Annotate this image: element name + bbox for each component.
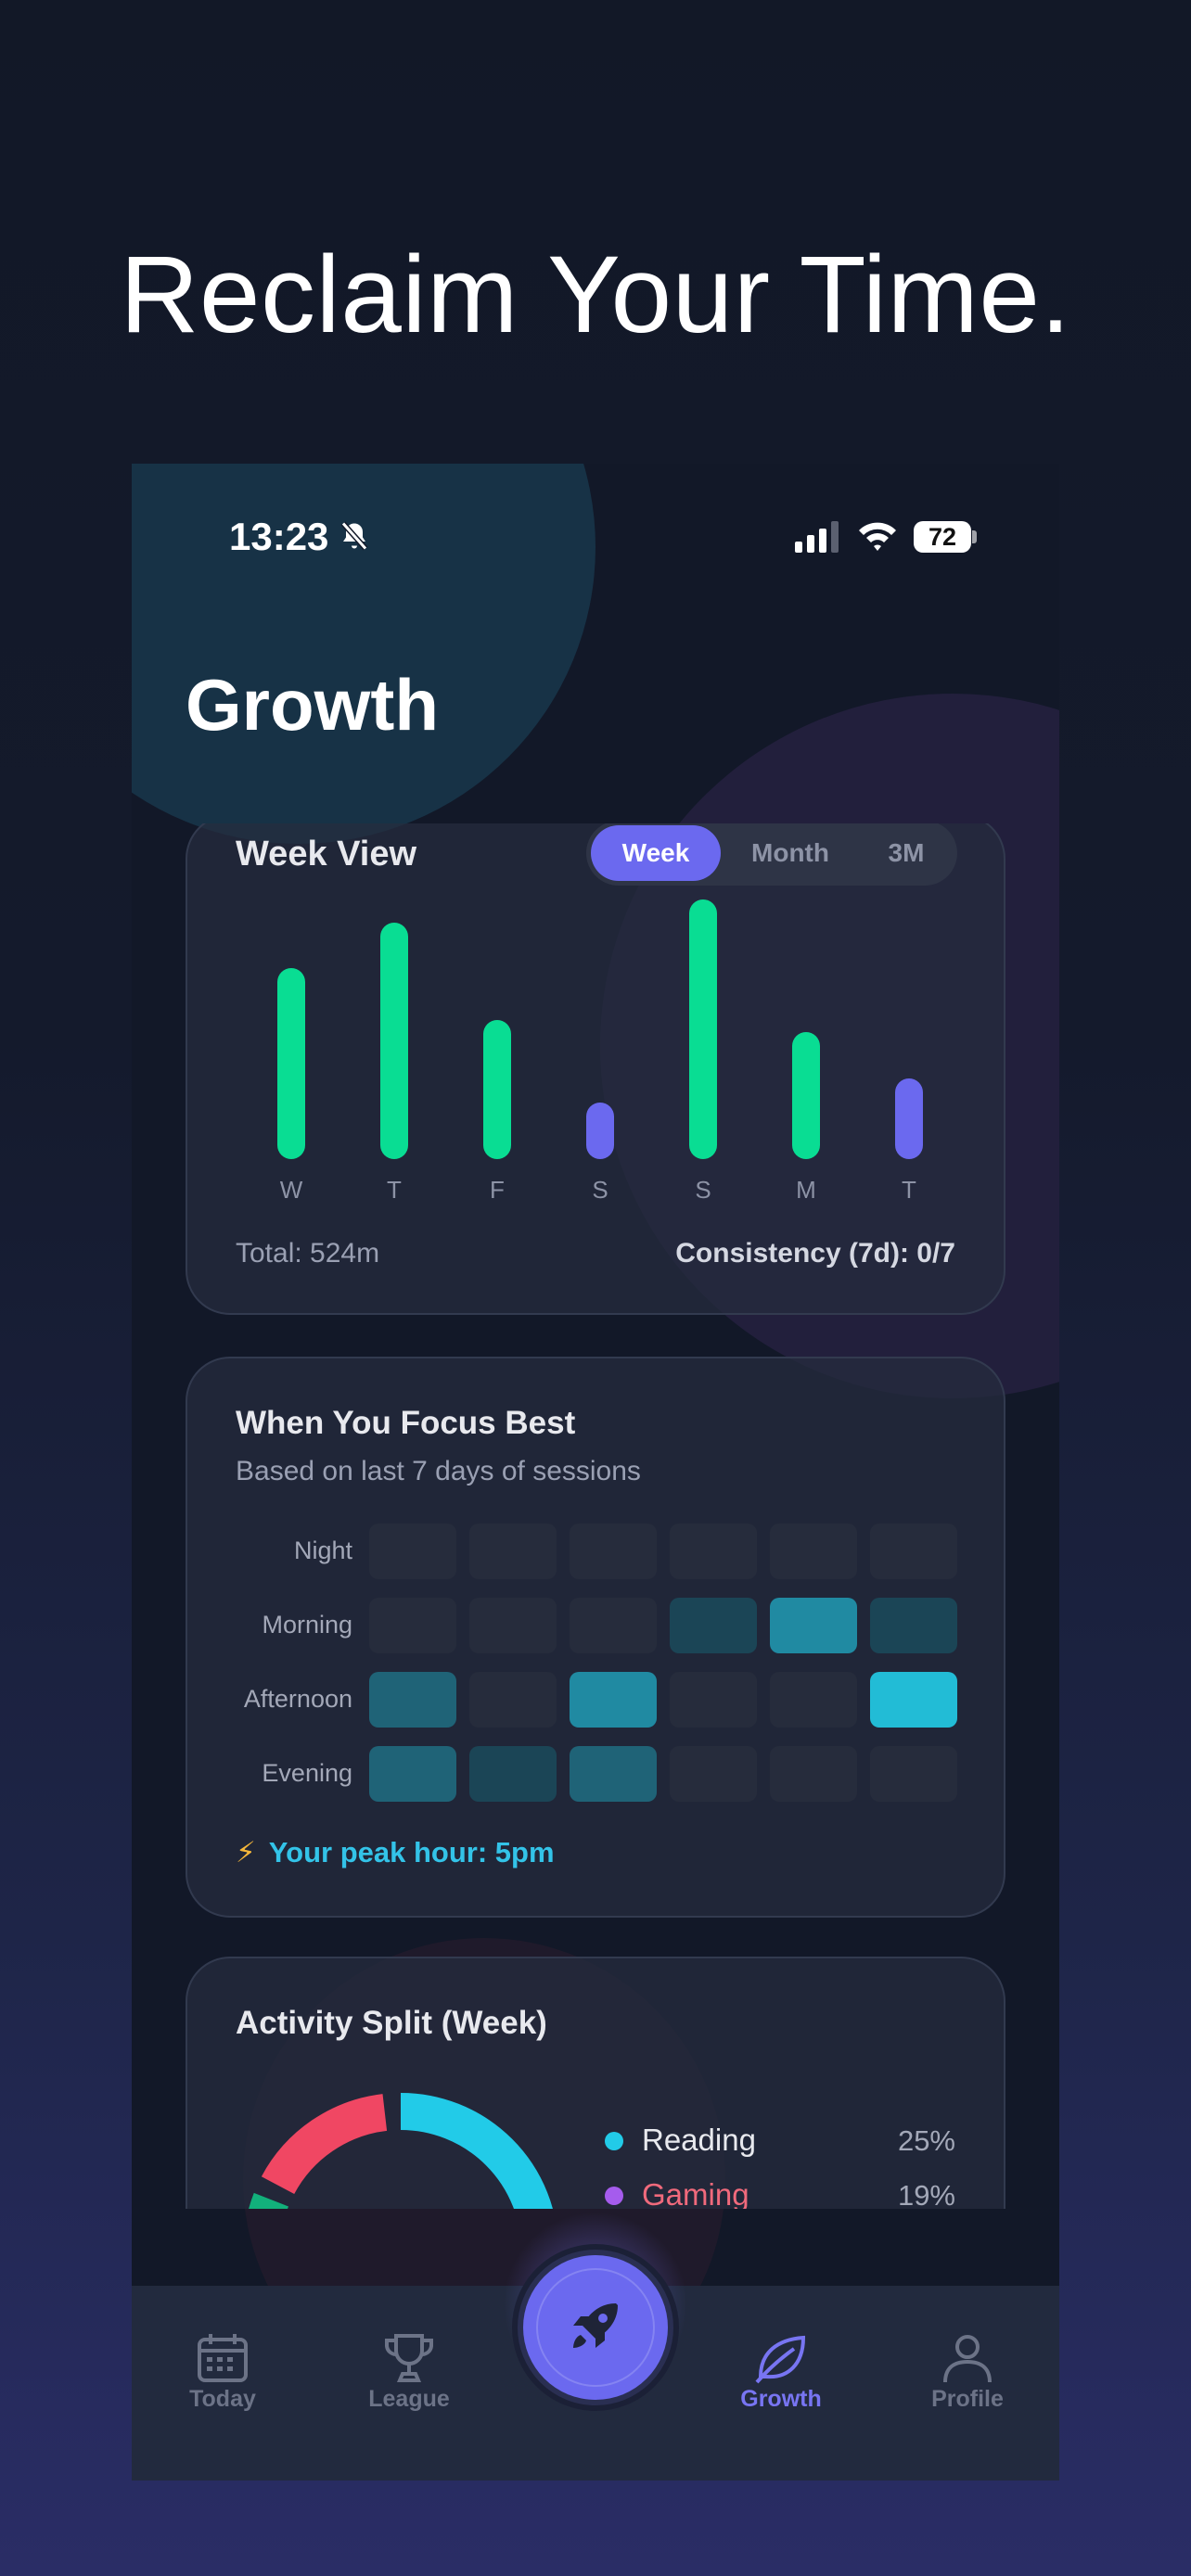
legend-reading-label: Reading bbox=[642, 2123, 756, 2157]
day-label: T bbox=[902, 1176, 916, 1204]
tab-profile[interactable]: Profile bbox=[903, 2332, 1032, 2413]
heatmap-cell bbox=[570, 1524, 657, 1579]
heatmap-cell bbox=[570, 1598, 657, 1653]
heatmap-cell bbox=[770, 1746, 857, 1802]
heatmap-cell bbox=[870, 1598, 957, 1653]
heatmap-cell bbox=[670, 1524, 757, 1579]
range-3m-button[interactable]: 3M bbox=[888, 838, 925, 867]
trophy-icon bbox=[385, 2334, 433, 2382]
peak-hour: ⚡ Your peak hour: 5pm bbox=[236, 1836, 555, 1869]
bar-3 bbox=[586, 1103, 614, 1159]
tab-growth-label: Growth bbox=[740, 2386, 822, 2412]
heatmap-cell bbox=[469, 1746, 557, 1802]
heatmap-cell bbox=[570, 1746, 657, 1802]
weekly-bar-chart bbox=[236, 899, 959, 1159]
heatmap-cell bbox=[369, 1672, 456, 1728]
focus-heatmap-card: When You Focus Best Based on last 7 days… bbox=[186, 1357, 1005, 1918]
cellular-signal-icon bbox=[795, 521, 839, 553]
focus-title: When You Focus Best bbox=[236, 1405, 576, 1441]
legend-reading-percent: 25% bbox=[897, 2124, 955, 2157]
heatmap-cell bbox=[469, 1672, 557, 1728]
bar-2 bbox=[483, 1020, 511, 1159]
legend-dot-reading bbox=[605, 2132, 623, 2150]
lightning-icon: ⚡ bbox=[236, 1836, 256, 1868]
heatmap-cell bbox=[369, 1598, 456, 1653]
heatmap-cell bbox=[469, 1598, 557, 1653]
tab-league-label: League bbox=[368, 2386, 450, 2412]
page-title: Growth bbox=[186, 664, 439, 746]
heatmap-row-label: Night bbox=[293, 1537, 352, 1564]
bell-muted-icon bbox=[340, 521, 368, 551]
heatmap-cell bbox=[870, 1746, 957, 1802]
status-time: 13:23 bbox=[229, 515, 329, 558]
day-label: M bbox=[796, 1176, 816, 1204]
heatmap-cell bbox=[469, 1524, 557, 1579]
start-focus-button[interactable] bbox=[523, 2255, 668, 2400]
total-minutes: Total: 524m bbox=[236, 1238, 380, 1269]
battery-indicator: 72 bbox=[914, 521, 971, 553]
day-label: S bbox=[592, 1176, 608, 1204]
legend-gaming-percent: 19% bbox=[897, 2179, 955, 2209]
tab-growth[interactable]: Growth bbox=[716, 2332, 846, 2413]
range-week-button[interactable]: Week bbox=[591, 825, 721, 881]
tab-profile-label: Profile bbox=[931, 2386, 1004, 2412]
heatmap-cell bbox=[770, 1598, 857, 1653]
status-bar: 13:23 72 bbox=[132, 464, 1059, 612]
heatmap-cell bbox=[670, 1746, 757, 1802]
range-month-button[interactable]: Month bbox=[751, 838, 829, 867]
week-view-title: Week View bbox=[236, 835, 417, 874]
person-icon bbox=[943, 2335, 992, 2383]
tab-today[interactable]: Today bbox=[158, 2332, 288, 2413]
bar-1 bbox=[380, 923, 408, 1159]
tab-today-label: Today bbox=[189, 2386, 256, 2412]
tab-league[interactable]: League bbox=[344, 2332, 474, 2413]
heatmap-cell bbox=[770, 1672, 857, 1728]
week-view-card: Week View Week Month 3M W T F S S M T Total: 5… bbox=[186, 823, 1005, 1315]
bar-6 bbox=[895, 1078, 923, 1159]
legend-gaming-label: Gaming bbox=[642, 2177, 749, 2209]
fab-ring bbox=[536, 2268, 655, 2387]
heatmap-row-label: Afternoon bbox=[243, 1685, 352, 1713]
activity-donut-chart bbox=[243, 2093, 558, 2209]
peak-hour-text: Your peak hour: 5pm bbox=[268, 1836, 555, 1868]
heatmap-row-label: Morning bbox=[262, 1611, 352, 1639]
activity-split-title: Activity Split (Week) bbox=[236, 2005, 547, 2041]
consistency-score: Consistency (7d): 0/7 bbox=[675, 1238, 955, 1269]
heatmap-row-label: Evening bbox=[262, 1759, 352, 1787]
headline: Reclaim Your Time. bbox=[120, 234, 1071, 356]
heatmap-cell bbox=[369, 1524, 456, 1579]
day-label: F bbox=[490, 1176, 505, 1204]
bar-5 bbox=[792, 1032, 820, 1159]
bar-0 bbox=[277, 968, 305, 1159]
calendar-icon bbox=[198, 2334, 248, 2382]
phone-screen: 13:23 72 Growth Week View Week Mon bbox=[132, 464, 1059, 2480]
heatmap-cell bbox=[770, 1524, 857, 1579]
day-label: T bbox=[387, 1176, 402, 1204]
heatmap-cell bbox=[369, 1746, 456, 1802]
legend-dot-gaming bbox=[605, 2187, 623, 2205]
battery-tip bbox=[972, 530, 977, 543]
day-label: S bbox=[695, 1176, 711, 1204]
activity-split-card: Activity Split (Week) Reading 25% Gaming… bbox=[186, 1957, 1005, 2209]
heatmap-cell bbox=[570, 1672, 657, 1728]
focus-subtitle: Based on last 7 days of sessions bbox=[236, 1456, 641, 1486]
range-selector[interactable]: Week Month 3M bbox=[586, 823, 957, 886]
leaf-icon bbox=[755, 2335, 806, 2384]
heatmap-cell bbox=[870, 1672, 957, 1728]
bar-4 bbox=[689, 899, 717, 1159]
day-label: W bbox=[279, 1176, 303, 1204]
heatmap-cell bbox=[870, 1524, 957, 1579]
heatmap-cell bbox=[670, 1672, 757, 1728]
growth-scroll-view[interactable]: Week View Week Month 3M W T F S S M T Total: 5… bbox=[186, 823, 1005, 2209]
wifi-icon bbox=[859, 522, 896, 551]
heatmap-cell bbox=[670, 1598, 757, 1653]
